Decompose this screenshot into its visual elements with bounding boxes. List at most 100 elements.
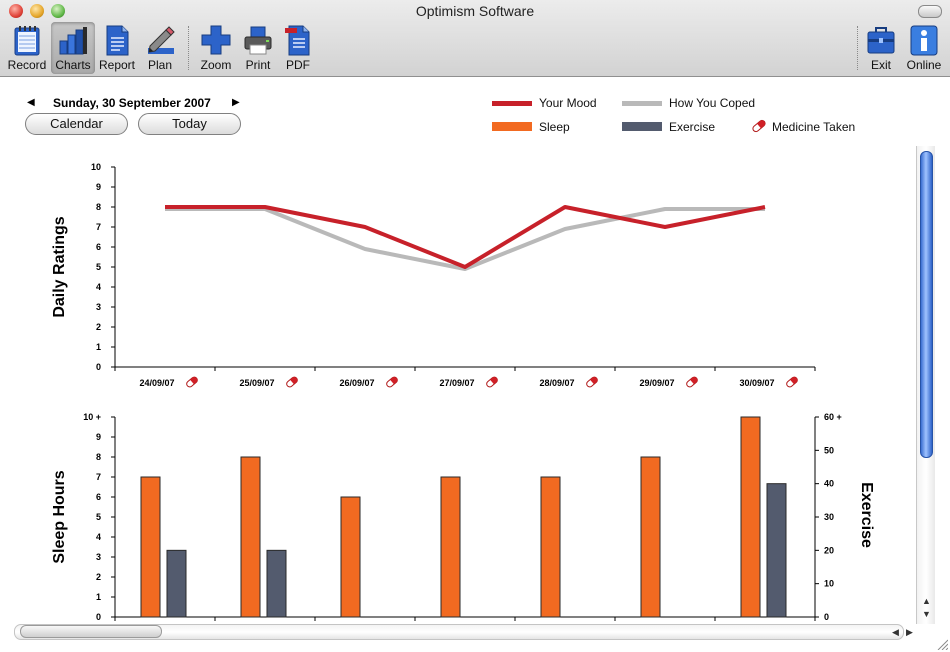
close-window-button[interactable] — [9, 4, 23, 18]
pill-icon — [586, 376, 598, 388]
series-line-coped — [165, 207, 765, 271]
online-label: Online — [906, 58, 942, 72]
print-button[interactable]: Print — [239, 22, 277, 74]
y-tick-label: 8 — [96, 202, 101, 212]
printer-icon — [242, 24, 274, 56]
y-tick-label: 2 — [96, 572, 101, 582]
charts-label: Charts — [55, 58, 91, 72]
vertical-scroll-thumb[interactable] — [920, 151, 933, 458]
toolbar-separator — [188, 26, 189, 70]
x-tick-label: 30/09/07 — [739, 378, 774, 388]
pill-icon — [786, 376, 798, 388]
minimize-window-button[interactable] — [30, 4, 44, 18]
zoom-button[interactable]: Zoom — [197, 22, 235, 74]
sleep-bar — [240, 456, 261, 618]
horizontal-scroll-thumb[interactable] — [20, 625, 162, 638]
y-tick-label: 3 — [96, 302, 101, 312]
title-toolbar: Optimism Software Record Charts — [0, 0, 950, 77]
exercise-bar — [266, 549, 287, 618]
pill-half — [490, 377, 498, 385]
plan-label: Plan — [147, 58, 173, 72]
pill-half — [590, 377, 598, 385]
zoom-label: Zoom — [200, 58, 232, 72]
charts-button[interactable]: Charts — [51, 22, 95, 74]
previous-day-button[interactable]: ◀ — [27, 97, 35, 108]
y2-tick-label: 60 + — [824, 412, 842, 422]
sleep-bar — [540, 476, 561, 618]
report-button[interactable]: Report — [97, 22, 137, 74]
scroll-right-arrow[interactable]: ▶ — [906, 627, 913, 637]
toolbar-separator — [857, 26, 858, 70]
record-button[interactable]: Record — [6, 22, 48, 74]
bar-chart-icon — [57, 24, 89, 56]
y-tick-label: 6 — [96, 492, 101, 502]
y-tick-label: 5 — [96, 262, 101, 272]
pill-half — [790, 377, 798, 385]
y2-tick-label: 10 — [824, 579, 834, 589]
y-tick-label: 8 — [96, 452, 101, 462]
exit-label: Exit — [870, 58, 891, 72]
next-day-button[interactable]: ▶ — [232, 97, 240, 108]
y-tick-label: 9 — [96, 432, 101, 442]
pill-icon — [186, 376, 198, 388]
notepad-icon — [11, 24, 43, 56]
legend-label-sleep: Sleep — [539, 120, 570, 134]
y-tick-label: 0 — [96, 362, 101, 372]
exercise-bar — [166, 549, 187, 618]
sleep-bar — [440, 476, 461, 618]
record-label: Record — [7, 58, 47, 72]
sleep-bar — [740, 416, 761, 618]
pill-half — [290, 377, 298, 385]
window-title: Optimism Software — [415, 3, 535, 19]
y-tick-label: 0 — [96, 612, 101, 622]
exercise-bar — [766, 483, 787, 618]
pencil-icon — [144, 24, 176, 56]
sleep-bar — [140, 476, 161, 618]
legend-label-exercise: Exercise — [669, 120, 716, 134]
y-tick-label: 7 — [96, 472, 101, 482]
pill-icon — [686, 376, 698, 388]
y-tick-label: 4 — [96, 532, 101, 542]
legend-swatch-sleep — [492, 122, 532, 131]
y-tick-label: 4 — [96, 282, 101, 292]
horizontal-scrollbar[interactable] — [14, 624, 904, 640]
y-tick-label: 2 — [96, 322, 101, 332]
scroll-left-arrow[interactable]: ◀ — [892, 627, 899, 637]
y-axis-title: Daily Ratings — [51, 216, 68, 317]
y2-tick-label: 50 — [824, 445, 834, 455]
toolbar-toggle-button[interactable] — [918, 5, 942, 18]
resize-grip-icon[interactable] — [934, 638, 948, 650]
zoom-window-button[interactable] — [51, 4, 65, 18]
current-date: Sunday, 30 September 2007 — [53, 96, 211, 110]
plus-icon — [200, 24, 232, 56]
today-button[interactable]: Today — [138, 113, 241, 135]
y2-tick-label: 0 — [824, 612, 829, 622]
legend-label-coped: How You Coped — [669, 96, 756, 110]
y-axis-title: Sleep Hours — [51, 470, 68, 563]
pill-icon — [286, 376, 298, 388]
scroll-up-arrow[interactable]: ▲ — [922, 596, 931, 606]
print-label: Print — [245, 58, 271, 72]
pdf-button[interactable]: PDF — [280, 22, 316, 74]
report-label: Report — [98, 58, 136, 72]
plan-button[interactable]: Plan — [141, 22, 179, 74]
y-tick-label: 5 — [96, 512, 101, 522]
pill-icon — [386, 376, 398, 388]
info-icon — [908, 24, 940, 56]
pdf-icon — [282, 24, 314, 56]
x-tick-label: 26/09/07 — [339, 378, 374, 388]
y-tick-label: 10 — [91, 162, 101, 172]
y-tick-label: 6 — [96, 242, 101, 252]
pill-half — [190, 377, 198, 385]
y-tick-label: 9 — [96, 182, 101, 192]
y2-tick-label: 30 — [824, 512, 834, 522]
pill-half — [690, 377, 698, 385]
exit-button[interactable]: Exit — [862, 22, 900, 74]
online-button[interactable]: Online — [903, 22, 945, 74]
y-tick-label: 10 + — [83, 412, 101, 422]
scroll-down-arrow[interactable]: ▼ — [922, 609, 931, 619]
x-tick-label: 27/09/07 — [439, 378, 474, 388]
calendar-button[interactable]: Calendar — [25, 113, 128, 135]
y2-axis-title: Exercise — [858, 482, 875, 548]
